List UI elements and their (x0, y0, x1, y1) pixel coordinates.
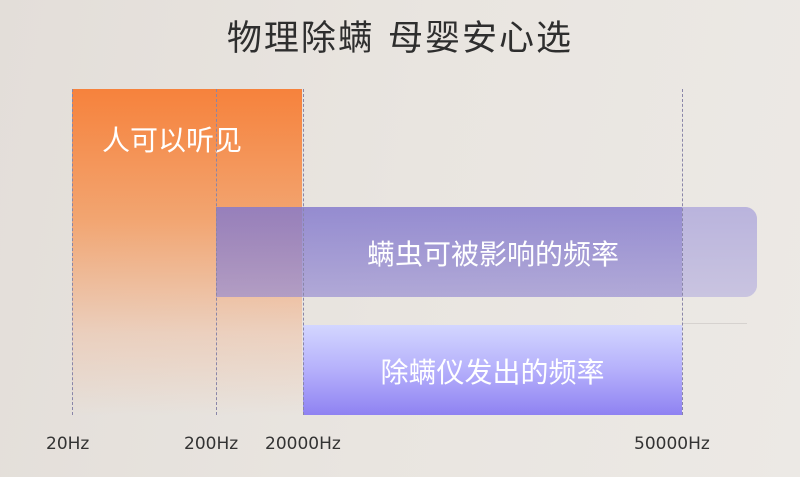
human-hearing-label: 人可以听见 (102, 124, 243, 157)
tick-label: 200Hz (184, 434, 239, 454)
dashed-guide-50000hz (682, 89, 683, 415)
dashed-guide-20000hz (303, 89, 304, 415)
device-frequency-bar: 除螨仪发出的频率 (303, 325, 682, 415)
mite-affected-range-bar: 螨虫可被影响的频率 (216, 207, 757, 297)
mite-affected-label: 螨虫可被影响的频率 (366, 238, 619, 271)
tick-label: 20Hz (46, 434, 90, 454)
tick-label: 20000Hz (265, 434, 341, 454)
divider (682, 323, 747, 324)
tick-label: 50000Hz (634, 434, 710, 454)
dashed-guide-200hz (216, 89, 217, 415)
dashed-guide-20hz (72, 89, 73, 415)
device-frequency-label: 除螨仪发出的频率 (380, 356, 605, 389)
mite-range-fade (682, 207, 757, 297)
page-title: 物理除螨 母婴安心选 (226, 19, 574, 59)
